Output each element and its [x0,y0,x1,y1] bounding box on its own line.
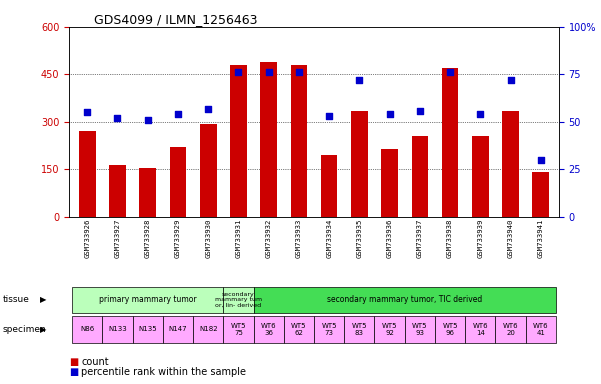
Point [112,115,122,121]
Point [264,70,273,76]
Text: ■: ■ [69,367,78,377]
Bar [230,65,247,217]
Point [325,113,334,119]
Point [143,117,153,123]
Bar [502,111,519,217]
Text: GSM733928: GSM733928 [145,219,151,258]
Point [536,157,546,163]
Text: WT5
83: WT5 83 [352,323,367,336]
Point [234,70,243,76]
Bar [169,147,186,217]
Text: ▶: ▶ [40,325,46,334]
Text: N135: N135 [138,326,157,333]
Point [385,111,394,118]
Text: WT6
20: WT6 20 [503,323,519,336]
Text: GSM733927: GSM733927 [115,219,120,258]
Bar [351,111,368,217]
Text: ▶: ▶ [40,295,46,305]
Bar [412,136,428,217]
Text: tissue: tissue [3,295,30,305]
Text: GSM733932: GSM733932 [266,219,272,258]
Text: N182: N182 [199,326,218,333]
Bar [79,131,96,217]
Point [506,77,516,83]
Point [173,111,183,118]
Text: GSM733937: GSM733937 [417,219,423,258]
Point [355,77,364,83]
Bar [472,136,489,217]
Text: GSM733940: GSM733940 [508,219,513,258]
Text: GSM733941: GSM733941 [538,219,544,258]
Text: GSM733931: GSM733931 [236,219,242,258]
Text: GSM733935: GSM733935 [356,219,362,258]
Text: GSM733936: GSM733936 [386,219,392,258]
Text: GSM733930: GSM733930 [205,219,211,258]
Text: secondary mammary tumor, TIC derived: secondary mammary tumor, TIC derived [327,295,483,305]
Point [82,109,92,116]
Text: primary mammary tumor: primary mammary tumor [99,295,197,305]
Text: percentile rank within the sample: percentile rank within the sample [81,367,246,377]
Point [203,106,213,112]
Text: secondary
mammary tum
or, lin- derived: secondary mammary tum or, lin- derived [215,291,262,308]
Text: WT5
96: WT5 96 [442,323,458,336]
Text: N86: N86 [80,326,94,333]
Bar [139,168,156,217]
Bar [200,124,216,217]
Text: GSM733934: GSM733934 [326,219,332,258]
Text: GDS4099 / ILMN_1256463: GDS4099 / ILMN_1256463 [94,13,257,26]
Bar [291,65,307,217]
Text: GSM733926: GSM733926 [84,219,90,258]
Text: GSM733929: GSM733929 [175,219,181,258]
Bar [532,172,549,217]
Point [294,70,304,76]
Text: WT5
73: WT5 73 [322,323,337,336]
Text: specimen: specimen [3,325,47,334]
Text: WT5
93: WT5 93 [412,323,427,336]
Bar [442,68,459,217]
Point [475,111,485,118]
Text: WT6
41: WT6 41 [533,323,549,336]
Text: count: count [81,357,109,367]
Bar [381,149,398,217]
Text: WT6
36: WT6 36 [261,323,276,336]
Text: WT5
75: WT5 75 [231,323,246,336]
Text: N147: N147 [169,326,188,333]
Bar [321,155,337,217]
Bar [260,62,277,217]
Point [415,108,425,114]
Text: WT6
14: WT6 14 [472,323,488,336]
Text: WT5
62: WT5 62 [291,323,307,336]
Text: ■: ■ [69,357,78,367]
Text: GSM733938: GSM733938 [447,219,453,258]
Text: GSM733939: GSM733939 [477,219,483,258]
Text: GSM733933: GSM733933 [296,219,302,258]
Point [445,70,455,76]
Text: WT5
92: WT5 92 [382,323,397,336]
Text: N133: N133 [108,326,127,333]
Bar [109,165,126,217]
